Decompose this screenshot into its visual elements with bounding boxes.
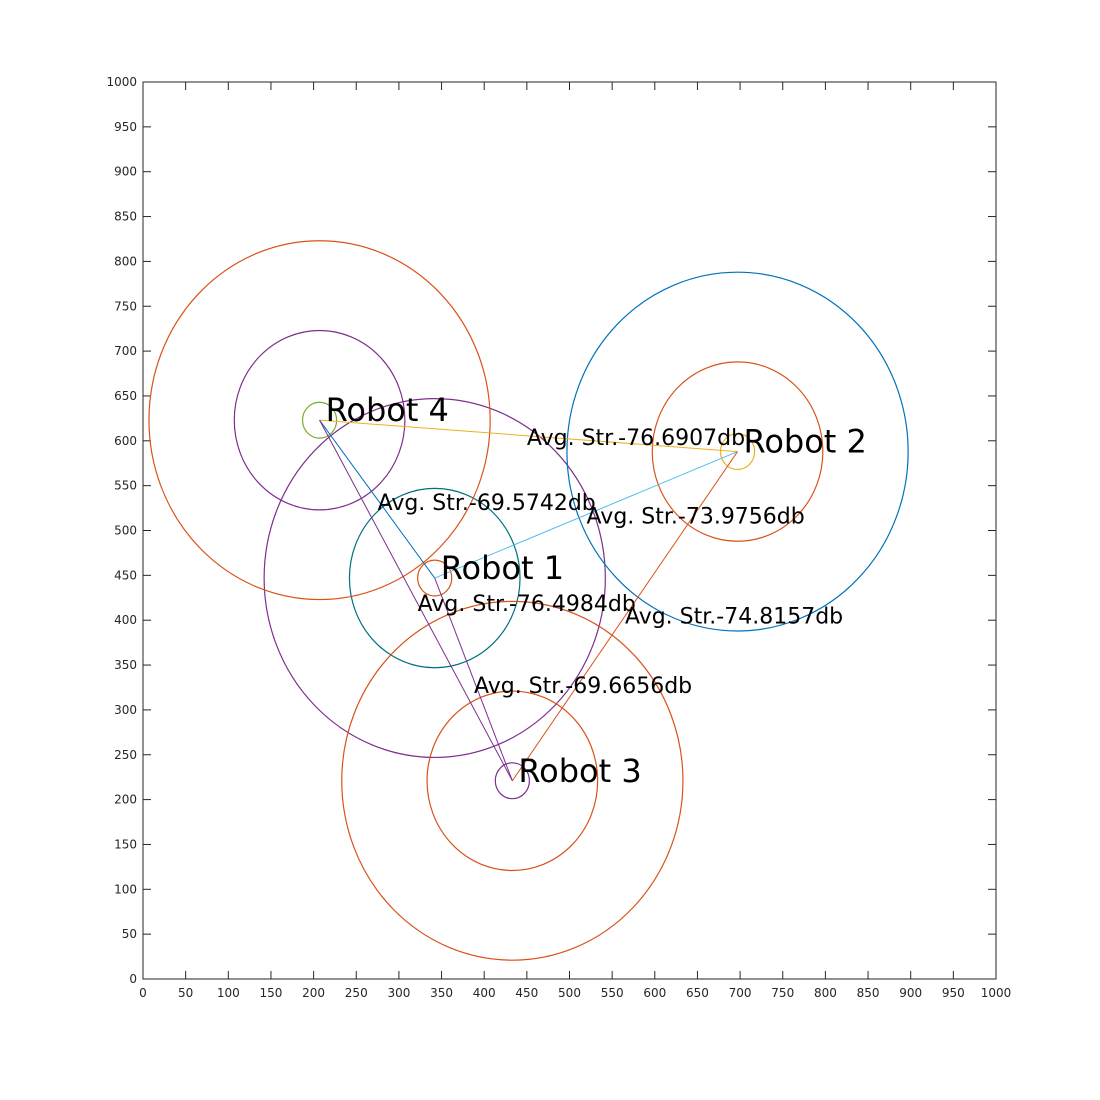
link-lines [319, 419, 738, 782]
signal-ring-robot-1 [263, 398, 606, 759]
y-tick-label: 700 [114, 344, 137, 358]
link-line [434, 451, 738, 579]
y-tick-label: 400 [114, 613, 137, 627]
link-line [319, 419, 436, 579]
link-strength-label: Avg. Str.-76.6907db [527, 426, 745, 451]
x-tick-label: 600 [643, 986, 666, 1000]
signal-ring-robot-1 [417, 559, 453, 597]
chart-labels: Robot 1 Robot 2 Robot 3 Robot 4 Avg. Str.-76… [326, 391, 867, 790]
x-tick-label: 350 [430, 986, 453, 1000]
x-tick-label: 250 [345, 986, 368, 1000]
link-line [319, 419, 738, 453]
signal-ring-robot-1 [348, 487, 521, 669]
link-strength-label: Avg. Str.-73.9756db [587, 504, 805, 529]
x-tick-label: 700 [729, 986, 752, 1000]
y-tick-label: 750 [114, 299, 137, 313]
y-tick-label: 50 [122, 927, 137, 941]
robot-label-1: Robot 1 [441, 549, 564, 587]
y-tick-label: 900 [114, 165, 137, 179]
y-tick-label: 150 [114, 837, 137, 851]
axes-box [142, 81, 997, 980]
y-tick-label: 550 [114, 479, 137, 493]
signal-rings [148, 240, 909, 961]
link-strength-label: Avg. Str.-74.8157db [625, 605, 843, 630]
link-line [511, 451, 738, 782]
signal-ring-robot-4 [148, 240, 491, 601]
signal-ring-robot-2 [566, 271, 909, 632]
x-tick-label: 100 [217, 986, 240, 1000]
y-tick-label: 1000 [106, 75, 137, 89]
x-tick-label: 650 [686, 986, 709, 1000]
x-tick-label: 850 [857, 986, 880, 1000]
y-tick-label: 350 [114, 658, 137, 672]
signal-ring-robot-3 [426, 690, 599, 872]
y-tick-label: 950 [114, 120, 137, 134]
link-strength-label: Avg. Str.-69.5742db [378, 491, 596, 516]
signal-ring-robot-2 [719, 433, 756, 471]
y-tick-label: 650 [114, 389, 137, 403]
y-tick-label: 250 [114, 748, 137, 762]
signal-ring-robot-2 [651, 361, 824, 542]
x-tick-label: 1000 [981, 986, 1012, 1000]
robot-label-2: Robot 2 [744, 423, 867, 461]
axis-ticks: 0 50 100 150 200 250 300 350 400 450 500 550 600 650 7… [106, 75, 1011, 1000]
x-tick-label: 900 [899, 986, 922, 1000]
x-tick-label: 750 [771, 986, 794, 1000]
signal-ring-robot-4 [301, 401, 338, 439]
y-tick-label: 800 [114, 254, 137, 268]
x-tick-label: 400 [473, 986, 496, 1000]
y-tick-label: 600 [114, 434, 137, 448]
x-tick-label: 50 [178, 986, 193, 1000]
x-tick-label: 800 [814, 986, 837, 1000]
robot-label-3: Robot 3 [518, 752, 641, 790]
robot-label-4: Robot 4 [326, 391, 449, 429]
x-tick-label: 950 [942, 986, 965, 1000]
signal-ring-robot-3 [494, 762, 531, 800]
x-tick-label: 450 [515, 986, 538, 1000]
link-line [434, 577, 513, 781]
link-strength-label: Avg. Str.-69.6656db [474, 674, 692, 699]
y-tick-label: 200 [114, 793, 137, 807]
link-line [319, 419, 513, 781]
signal-ring-robot-4 [233, 329, 406, 511]
x-tick-label: 200 [302, 986, 325, 1000]
y-tick-label: 0 [129, 972, 137, 986]
link-strength-label: Avg. Str.-76.4984db [418, 592, 636, 617]
signal-ring-robot-3 [341, 600, 684, 961]
y-tick-label: 500 [114, 524, 137, 538]
y-tick-label: 850 [114, 210, 137, 224]
y-tick-label: 100 [114, 882, 137, 896]
x-tick-label: 0 [139, 986, 147, 1000]
x-tick-label: 500 [558, 986, 581, 1000]
x-tick-label: 150 [259, 986, 282, 1000]
y-tick-label: 300 [114, 703, 137, 717]
y-tick-label: 450 [114, 568, 137, 582]
x-tick-label: 300 [387, 986, 410, 1000]
x-tick-label: 550 [601, 986, 624, 1000]
